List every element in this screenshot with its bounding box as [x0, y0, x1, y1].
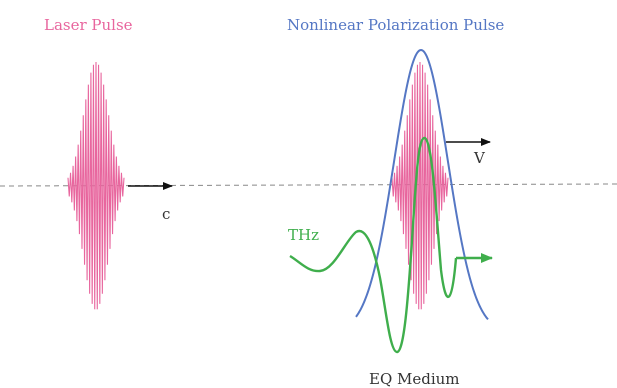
- medium-label: EQ Medium: [369, 370, 460, 388]
- laser-pulse-label: Laser Pulse: [44, 16, 133, 34]
- laser-pulse-waveform: [67, 61, 125, 310]
- c-label: c: [162, 205, 170, 223]
- thz-label: THz: [288, 226, 319, 244]
- thz-waveform: [289, 136, 458, 354]
- nonlinear-pulse-label: Nonlinear Polarization Pulse: [287, 16, 504, 34]
- v-label: V: [473, 149, 486, 167]
- laser-pulse-in-medium-waveform: [391, 61, 449, 310]
- polarization-envelope-curve: [355, 49, 489, 321]
